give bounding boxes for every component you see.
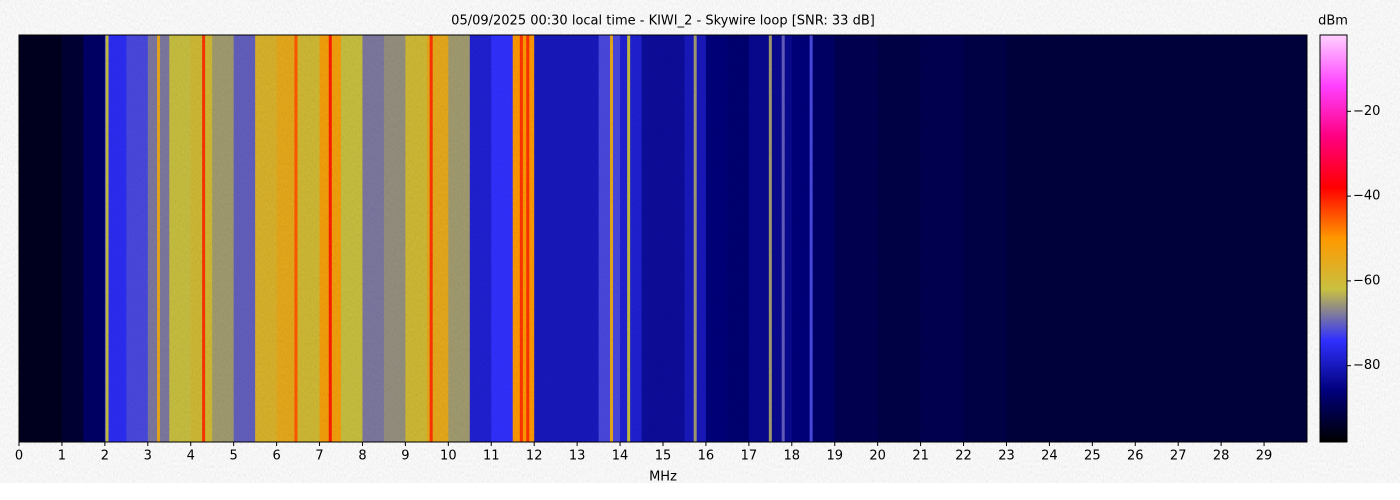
x-tick-label: 4 — [187, 449, 195, 464]
x-tick-label: 5 — [230, 449, 238, 464]
colorbar-label: dBm — [1318, 14, 1348, 29]
x-tick-label: 0 — [15, 449, 23, 464]
chart-title: 05/09/2025 00:30 local time - KIWI_2 - S… — [451, 14, 875, 29]
colorbar-tick-label: −60 — [1353, 273, 1380, 288]
x-tick-label: 24 — [1041, 449, 1058, 464]
x-axis-label: MHz — [649, 470, 677, 485]
x-tick-label: 19 — [826, 449, 843, 464]
x-tick-label: 25 — [1084, 449, 1101, 464]
x-tick-label: 27 — [1170, 449, 1187, 464]
x-tick-label: 15 — [655, 449, 672, 464]
colorbar-tick-label: −20 — [1353, 104, 1380, 119]
x-tick-label: 13 — [569, 449, 586, 464]
x-tick-label: 28 — [1213, 449, 1230, 464]
x-tick-label: 9 — [401, 449, 409, 464]
x-tick-label: 6 — [272, 449, 280, 464]
noise-texture — [19, 35, 1307, 442]
colorbar — [1319, 34, 1348, 443]
colorbar-tick-label: −80 — [1353, 358, 1380, 373]
x-tick-label: 1 — [58, 449, 66, 464]
x-tick-label: 2 — [101, 449, 109, 464]
x-tick-label: 26 — [1127, 449, 1144, 464]
x-tick-label: 22 — [955, 449, 972, 464]
x-tick-label: 8 — [358, 449, 366, 464]
x-tick-label: 11 — [483, 449, 500, 464]
x-tick-label: 10 — [440, 449, 457, 464]
x-tick-label: 20 — [869, 449, 886, 464]
x-tick-label: 16 — [698, 449, 715, 464]
x-tick-label: 3 — [144, 449, 152, 464]
x-tick-label: 17 — [741, 449, 758, 464]
x-tick-label: 29 — [1256, 449, 1273, 464]
x-tick-label: 7 — [315, 449, 323, 464]
colorbar-tick-label: −40 — [1353, 189, 1380, 204]
x-tick-label: 18 — [784, 449, 801, 464]
x-tick-label: 14 — [612, 449, 629, 464]
x-tick-label: 21 — [912, 449, 929, 464]
x-tick-label: 23 — [998, 449, 1015, 464]
x-tick-label: 12 — [526, 449, 543, 464]
